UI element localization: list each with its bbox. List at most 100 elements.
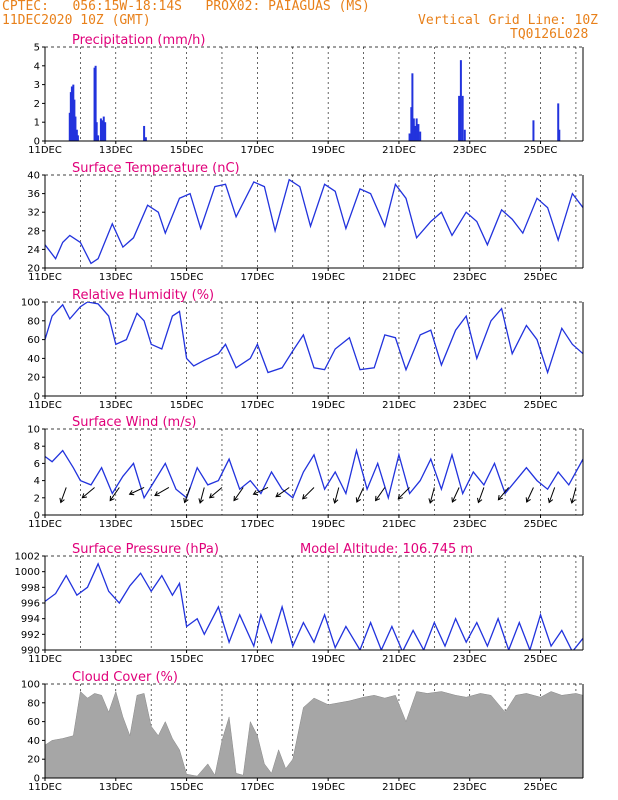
- y-tick-label: 8: [34, 442, 40, 453]
- x-tick-label: 23DEC: [453, 145, 487, 156]
- header-grid-note: Vertical Grid Line: 10Z: [418, 13, 599, 28]
- series-line: [45, 178, 583, 265]
- panel-5: 0 20 40 60 80 100 11DEC 13DEC 15DEC 17DEC 19DEC 21D…: [21, 670, 584, 793]
- panel-title: Surface Wind (m/s): [72, 415, 196, 430]
- y-tick-label: 36: [27, 189, 40, 200]
- wind-arrowhead: [128, 490, 135, 496]
- wind-arrow: [498, 487, 510, 501]
- y-tick-label: 100: [21, 680, 40, 691]
- y-tick-label: 80: [27, 698, 40, 709]
- precip-bar: [75, 129, 78, 141]
- precip-bar: [557, 103, 560, 141]
- precip-bar: [532, 120, 535, 141]
- wind-arrowhead: [208, 493, 215, 499]
- wind-arrow: [154, 487, 170, 496]
- x-tick-label: 17DEC: [241, 782, 275, 793]
- y-tick-label: 40: [27, 354, 40, 365]
- x-tick-label: 11DEC: [28, 272, 62, 283]
- x-tick-label: 25DEC: [524, 400, 558, 411]
- x-tick-label: 25DEC: [524, 782, 558, 793]
- x-tick-label: 25DEC: [524, 272, 558, 283]
- x-tick-label: 11DEC: [28, 400, 62, 411]
- wind-arrowhead: [477, 497, 483, 504]
- y-tick-label: 32: [27, 208, 40, 219]
- y-tick-label: 20: [27, 373, 40, 384]
- precip-bar: [69, 92, 72, 141]
- x-tick-label: 19DEC: [311, 654, 345, 665]
- panel-0: 0 1 2 3 4 5 11DEC 13DEC 15DEC 17DEC 19DEC 21DEC 23DE…: [28, 33, 584, 156]
- y-tick-label: 6: [34, 459, 40, 470]
- wind-arrow: [81, 487, 95, 499]
- x-tick-label: 15DEC: [170, 519, 204, 530]
- y-tick-label: 0: [34, 392, 40, 403]
- x-tick-label: 11DEC: [28, 519, 62, 530]
- x-tick-label: 21DEC: [382, 654, 416, 665]
- x-tick-label: 15DEC: [170, 654, 204, 665]
- wind-arrowhead: [547, 497, 554, 504]
- x-tick-label: 17DEC: [241, 145, 275, 156]
- wind-arrow: [526, 487, 534, 503]
- y-tick-label: 994: [21, 614, 40, 625]
- y-tick-label: 1: [34, 118, 40, 129]
- precip-bar: [93, 67, 96, 141]
- y-tick-label: 40: [27, 171, 40, 182]
- y-tick-label: 20: [27, 264, 40, 275]
- x-tick-label: 19DEC: [311, 145, 345, 156]
- y-tick-label: 60: [27, 717, 40, 728]
- wind-arrowhead: [375, 495, 381, 502]
- precip-bar: [144, 137, 147, 141]
- panel-annotation: Model Altitude: 106.745 m: [300, 542, 473, 557]
- precip-bar: [414, 125, 417, 141]
- x-tick-label: 21DEC: [382, 272, 416, 283]
- wind-arrow: [548, 487, 556, 503]
- wind-arrowhead: [59, 497, 65, 504]
- x-tick-label: 21DEC: [382, 400, 416, 411]
- series-line: [45, 562, 583, 650]
- y-tick-label: 996: [21, 599, 40, 610]
- panel-title: Precipitation (mm/h): [72, 33, 205, 48]
- x-tick-label: 25DEC: [524, 654, 558, 665]
- precip-bar: [411, 73, 414, 141]
- y-tick-label: 992: [21, 630, 40, 641]
- x-tick-label: 19DEC: [311, 519, 345, 530]
- wind-arrow: [397, 487, 410, 500]
- x-tick-label: 23DEC: [453, 519, 487, 530]
- wind-arrowhead: [525, 497, 531, 503]
- x-tick-label: 13DEC: [99, 782, 133, 793]
- panel-title: Surface Pressure (hPa): [72, 542, 219, 557]
- y-tick-label: 4: [34, 476, 40, 487]
- precip-bar: [95, 122, 98, 141]
- wind-arrow: [109, 487, 120, 501]
- y-tick-label: 990: [21, 646, 40, 657]
- x-tick-label: 17DEC: [241, 654, 275, 665]
- y-tick-label: 60: [27, 335, 40, 346]
- x-tick-label: 15DEC: [170, 400, 204, 411]
- x-tick-label: 23DEC: [453, 782, 487, 793]
- x-tick-label: 25DEC: [524, 145, 558, 156]
- panel-1: 20 24 28 32 36 40 11DEC 13DEC 15DEC 17DEC 19DEC 21D…: [27, 161, 584, 283]
- panel-title: Surface Temperature (nC): [72, 161, 240, 176]
- wind-arrow: [477, 487, 485, 503]
- precip-bar: [408, 133, 411, 141]
- x-tick-label: 21DEC: [382, 145, 416, 156]
- precip-bar: [102, 116, 105, 141]
- x-tick-label: 19DEC: [311, 400, 345, 411]
- precip-bar: [73, 99, 76, 141]
- precip-bar: [412, 118, 415, 141]
- wind-arrow: [571, 487, 577, 504]
- x-tick-label: 13DEC: [99, 272, 133, 283]
- wind-arrowhead: [183, 497, 189, 504]
- y-tick-label: 4: [34, 61, 40, 72]
- wind-arrow: [302, 487, 315, 500]
- y-tick-label: 0: [34, 137, 40, 148]
- header-line1: CPTEC: 056:15W-18:14S PROX02: PAIAGUAS (…: [2, 0, 370, 14]
- precip-bar: [76, 135, 79, 141]
- y-tick-label: 2: [34, 493, 40, 504]
- wind-arrow: [209, 487, 223, 499]
- y-tick-label: 10: [27, 425, 40, 436]
- x-tick-label: 25DEC: [524, 519, 558, 530]
- y-tick-label: 3: [34, 80, 40, 91]
- precip-bar: [72, 84, 75, 141]
- x-tick-label: 13DEC: [99, 145, 133, 156]
- y-tick-label: 998: [21, 583, 40, 594]
